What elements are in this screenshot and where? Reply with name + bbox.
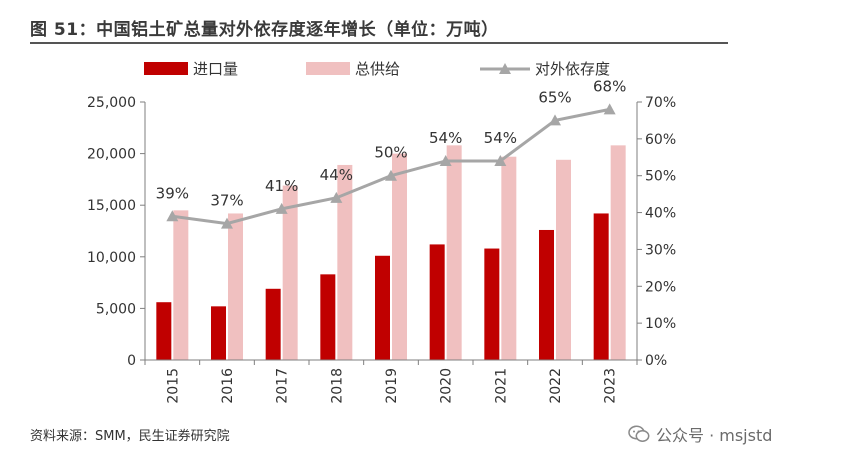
x-tick-label: 2023 bbox=[603, 368, 619, 404]
bar-imports bbox=[484, 248, 500, 360]
legend-marker-dependence bbox=[499, 63, 511, 74]
y-right-tick-label: 60% bbox=[645, 132, 676, 148]
y-right-tick-label: 30% bbox=[645, 242, 676, 258]
y-left-tick-label: 15,000 bbox=[87, 198, 136, 214]
figure-title: 图 51：中国铝土矿总量对外依存度逐年增长（单位：万吨） bbox=[30, 20, 499, 40]
bar-supply bbox=[228, 213, 243, 360]
data-label-dependence: 50% bbox=[374, 144, 407, 162]
legend-label-supply: 总供给 bbox=[355, 60, 400, 78]
data-label-dependence: 54% bbox=[484, 129, 517, 147]
bar-supply bbox=[392, 153, 407, 360]
y-left-tick-label: 5,000 bbox=[96, 301, 136, 317]
marker-dependence bbox=[549, 114, 561, 126]
legend-swatch-supply bbox=[306, 62, 350, 75]
data-label-dependence: 54% bbox=[429, 129, 462, 147]
x-tick-label: 2019 bbox=[384, 368, 400, 404]
watermark: 公众号 · msjstd bbox=[628, 422, 772, 446]
data-label-dependence: 44% bbox=[320, 166, 353, 184]
title-divider bbox=[30, 42, 728, 44]
bar-imports bbox=[539, 229, 554, 360]
wechat-icon bbox=[628, 425, 650, 442]
bar-imports bbox=[156, 302, 172, 360]
y-right-tick-label: 10% bbox=[645, 316, 676, 332]
marker-dependence bbox=[385, 169, 397, 181]
x-tick-label: 2020 bbox=[439, 368, 455, 404]
legend-label-imports: 进口量 bbox=[193, 60, 238, 78]
marker-dependence bbox=[330, 191, 343, 203]
y-left-tick-label: 25,000 bbox=[87, 95, 136, 111]
marker-dependence bbox=[166, 210, 179, 222]
y-right-tick-label: 0% bbox=[645, 353, 667, 369]
bar-supply bbox=[610, 145, 626, 360]
legend-label-dependence: 对外依存度 bbox=[535, 60, 610, 78]
x-tick-label: 2018 bbox=[329, 368, 345, 404]
marker-dependence bbox=[494, 154, 507, 166]
x-tick-label: 2015 bbox=[165, 368, 181, 404]
x-tick-label: 2022 bbox=[548, 368, 564, 404]
y-left-tick-label: 20,000 bbox=[87, 147, 136, 163]
y-left-tick-label: 0 bbox=[127, 353, 136, 369]
bar-supply bbox=[173, 210, 189, 360]
data-label-dependence: 41% bbox=[265, 177, 298, 195]
y-right-tick-label: 40% bbox=[645, 206, 676, 222]
data-label-dependence: 65% bbox=[538, 88, 571, 106]
x-tick-label: 2016 bbox=[220, 368, 236, 404]
bar-supply bbox=[282, 185, 298, 360]
bar-supply bbox=[556, 159, 571, 360]
watermark-text: 公众号 · msjstd bbox=[656, 426, 773, 445]
marker-dependence bbox=[439, 154, 452, 166]
x-tick-label: 2021 bbox=[493, 368, 509, 404]
bar-imports bbox=[429, 244, 445, 360]
bar-imports bbox=[375, 255, 390, 360]
marker-dependence bbox=[603, 103, 616, 115]
legend-swatch-imports bbox=[144, 62, 188, 75]
source-note: 资料来源：SMM，民生证券研究院 bbox=[30, 429, 230, 444]
y-left-tick-label: 10,000 bbox=[87, 250, 136, 266]
bar-imports bbox=[211, 306, 226, 360]
bar-supply bbox=[337, 164, 353, 360]
marker-dependence bbox=[221, 217, 233, 229]
data-label-dependence: 37% bbox=[210, 192, 243, 210]
bar-imports bbox=[593, 213, 609, 360]
y-right-tick-label: 20% bbox=[645, 279, 676, 295]
data-label-dependence: 39% bbox=[156, 184, 189, 202]
y-right-tick-label: 70% bbox=[645, 95, 676, 111]
data-label-dependence: 68% bbox=[593, 77, 626, 95]
bar-supply bbox=[446, 145, 462, 360]
marker-dependence bbox=[275, 202, 288, 214]
bar-imports bbox=[320, 274, 336, 360]
x-tick-label: 2017 bbox=[275, 368, 291, 404]
y-right-tick-label: 50% bbox=[645, 169, 676, 185]
bar-supply bbox=[501, 156, 517, 360]
bar-imports bbox=[265, 288, 281, 360]
